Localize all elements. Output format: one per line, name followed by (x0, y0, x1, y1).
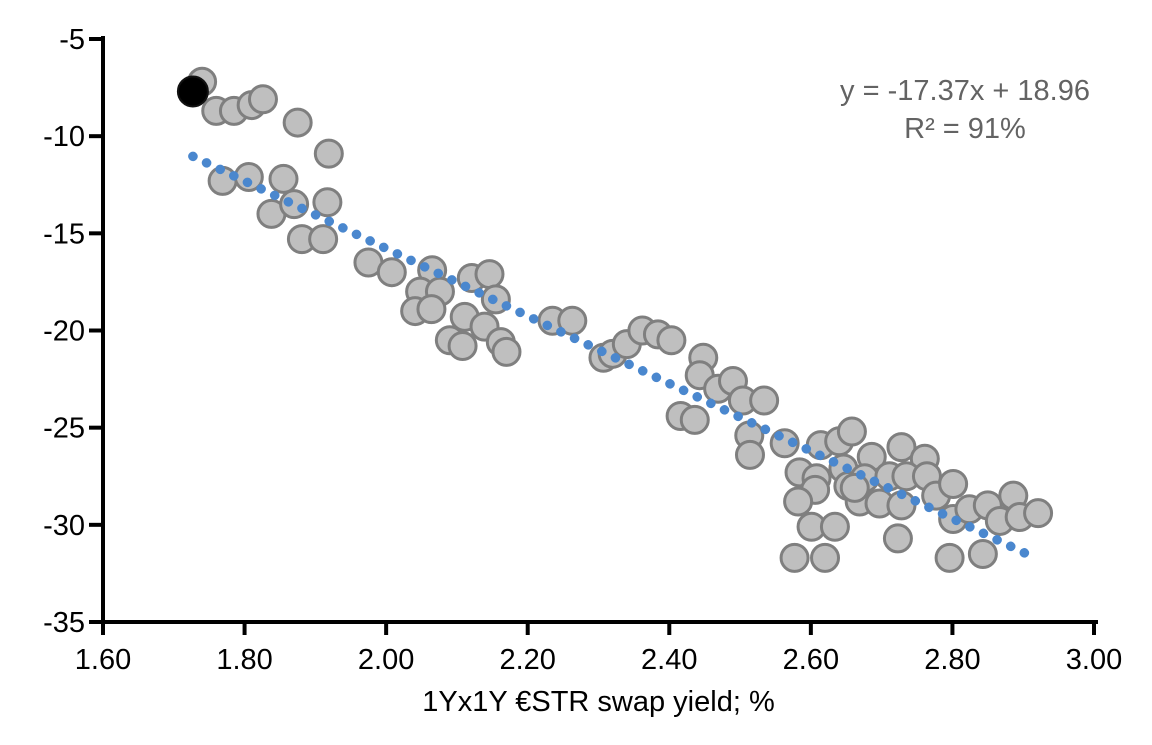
x-tick-label: 1.60 (75, 644, 131, 676)
data-point (810, 542, 841, 573)
y-tick-label: -20 (43, 316, 85, 348)
data-point (783, 486, 814, 517)
data-point (447, 331, 478, 362)
regression-equation: y = -17.37x + 18.96 (840, 75, 1090, 107)
data-point (491, 336, 522, 367)
y-tick-label: -35 (43, 607, 85, 639)
x-tick-label: 2.40 (641, 644, 697, 676)
x-tick-label: 2.60 (783, 644, 839, 676)
x-tick-label: 3.00 (1066, 644, 1122, 676)
data-point (749, 385, 780, 416)
data-point (934, 542, 965, 573)
data-point (416, 294, 447, 325)
data-point (313, 138, 344, 169)
y-tick-label: -10 (43, 121, 85, 153)
data-point (836, 416, 867, 447)
y-tick-label: -15 (43, 218, 85, 250)
data-point (967, 538, 998, 569)
data-point (247, 84, 278, 115)
y-tick-label: -5 (59, 24, 85, 56)
data-point (819, 511, 850, 542)
y-tick-label: -30 (43, 510, 85, 542)
x-tick-label: 2.20 (499, 644, 555, 676)
data-point (882, 523, 913, 554)
data-point (282, 107, 313, 138)
data-point (308, 224, 339, 255)
data-point (1023, 498, 1054, 529)
data-point (376, 257, 407, 288)
y-tick-label: -25 (43, 413, 85, 445)
data-point (268, 163, 299, 194)
x-tick-label: 1.80 (216, 644, 272, 676)
data-point (779, 542, 810, 573)
data-point (886, 432, 917, 463)
data-point (312, 187, 343, 218)
regression-r-squared: R² = 91% (904, 113, 1026, 145)
data-point (474, 259, 505, 290)
data-point (656, 325, 687, 356)
data-point (938, 469, 969, 500)
regression-annotation: y = -17.37x + 18.96 R² = 91% (818, 72, 1112, 148)
data-point (734, 439, 765, 470)
trend-line (188, 151, 1034, 560)
x-axis-title: 1Yx1Y €STR swap yield; % (422, 686, 775, 718)
x-tick-label: 2.00 (358, 644, 414, 676)
x-tick-label: 2.80 (924, 644, 980, 676)
data-point (839, 472, 870, 503)
data-point (679, 404, 710, 435)
highlighted-data-point (176, 75, 209, 108)
